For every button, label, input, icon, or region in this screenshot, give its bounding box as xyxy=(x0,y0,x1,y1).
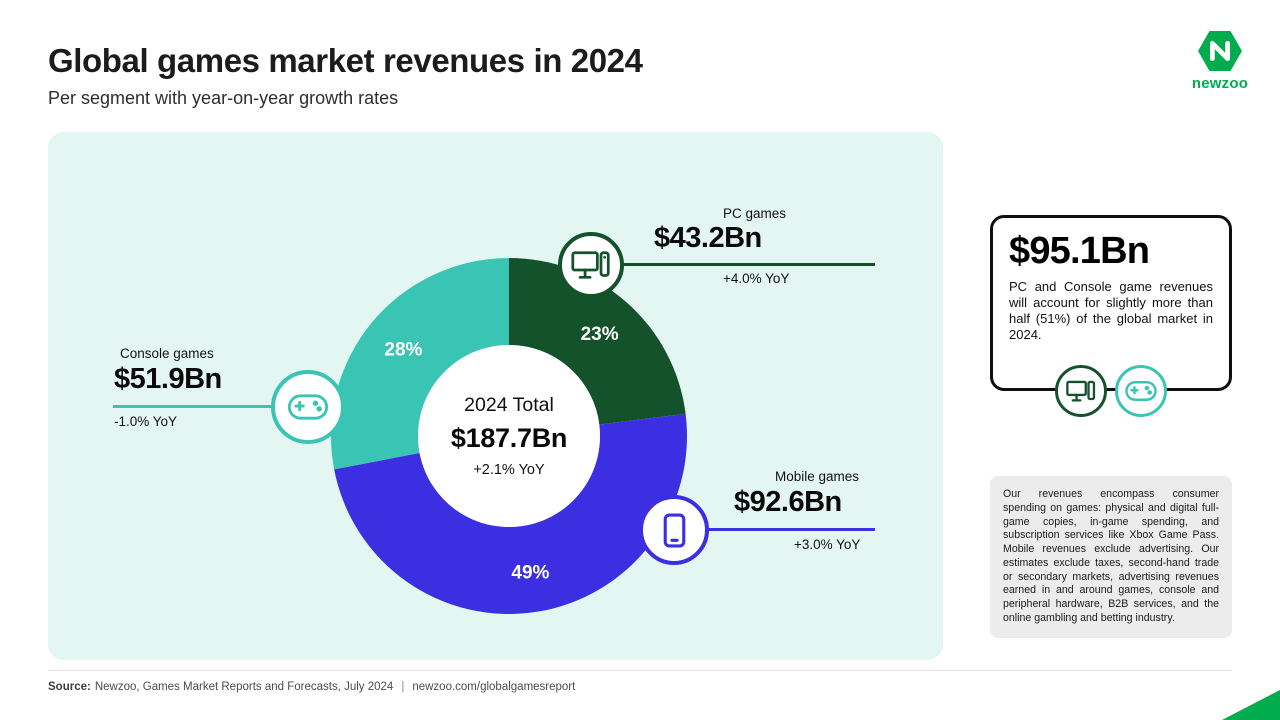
console-games-callout-line xyxy=(113,405,273,408)
gamepad-icon xyxy=(287,394,329,420)
segment-share-label: 23% xyxy=(581,324,619,345)
desktop-icon xyxy=(571,250,610,279)
source-text: Newzoo, Games Market Reports and Forecas… xyxy=(94,681,394,693)
newzoo-wordmark: newzoo xyxy=(1191,75,1249,92)
pc-games-label: PC games xyxy=(723,206,787,221)
donut-segment-pc-games xyxy=(509,258,686,425)
newzoo-logo: newzoo xyxy=(1190,30,1250,92)
smartphone-icon xyxy=(663,513,685,547)
methodology-note: Our revenues encompass consumer spending… xyxy=(990,476,1232,638)
highlight-value: $95.1Bn xyxy=(1009,230,1150,272)
mobile-games-yoy: +3.0% YoY xyxy=(794,537,861,552)
mobile-games-label: Mobile games xyxy=(775,469,860,484)
console-games-value: $51.9Bn xyxy=(114,363,222,395)
source-label: Source: xyxy=(48,681,91,693)
pc-games-yoy: +4.0% YoY xyxy=(723,271,790,286)
corner-accent xyxy=(1222,690,1280,720)
console-games-label: Console games xyxy=(120,346,214,361)
segment-share-label: 49% xyxy=(511,562,549,583)
footer-separator: | xyxy=(401,681,405,693)
desktop-icon xyxy=(1066,380,1096,402)
page-title: Global games market revenues in 2024 xyxy=(48,42,643,79)
console-highlight-icon-circle xyxy=(1115,365,1167,417)
chart-panel: 23% 49% 28% 2024 Total $187.7Bn +2.1% YoY … xyxy=(48,132,943,660)
donut-segment-console-games xyxy=(331,258,509,470)
console-games-icon-circle xyxy=(271,370,345,444)
highlight-text: PC and Console game revenues will accoun… xyxy=(1009,279,1213,343)
newzoo-logo-icon xyxy=(1198,30,1242,72)
segment-share-label: 28% xyxy=(384,340,422,361)
pc-highlight-icon-circle xyxy=(1055,365,1107,417)
page-subtitle: Per segment with year-on-year growth rat… xyxy=(48,88,399,108)
pc-games-callout-line xyxy=(622,263,875,266)
donut-svg: 23% 49% 28% xyxy=(331,258,687,614)
gamepad-icon xyxy=(1125,381,1157,401)
console-games-yoy: -1.0% YoY xyxy=(114,414,178,429)
footer-divider xyxy=(48,670,1232,671)
footer-link[interactable]: newzoo.com/globalgamesreport xyxy=(412,681,576,693)
footer-source: Source: Newzoo, Games Market Reports and … xyxy=(48,681,575,693)
donut-segment-mobile-games xyxy=(334,413,687,614)
highlight-box: $95.1Bn PC and Console game revenues wil… xyxy=(990,215,1232,417)
donut-chart: 23% 49% 28% xyxy=(329,256,689,616)
mobile-games-callout-line xyxy=(707,528,875,531)
pc-games-icon-circle xyxy=(558,232,624,298)
highlight-icons xyxy=(993,365,1229,417)
mobile-games-icon-circle xyxy=(639,495,709,565)
mobile-games-value: $92.6Bn xyxy=(734,486,842,518)
pc-games-value: $43.2Bn xyxy=(654,222,762,254)
donut-hole xyxy=(418,345,600,527)
